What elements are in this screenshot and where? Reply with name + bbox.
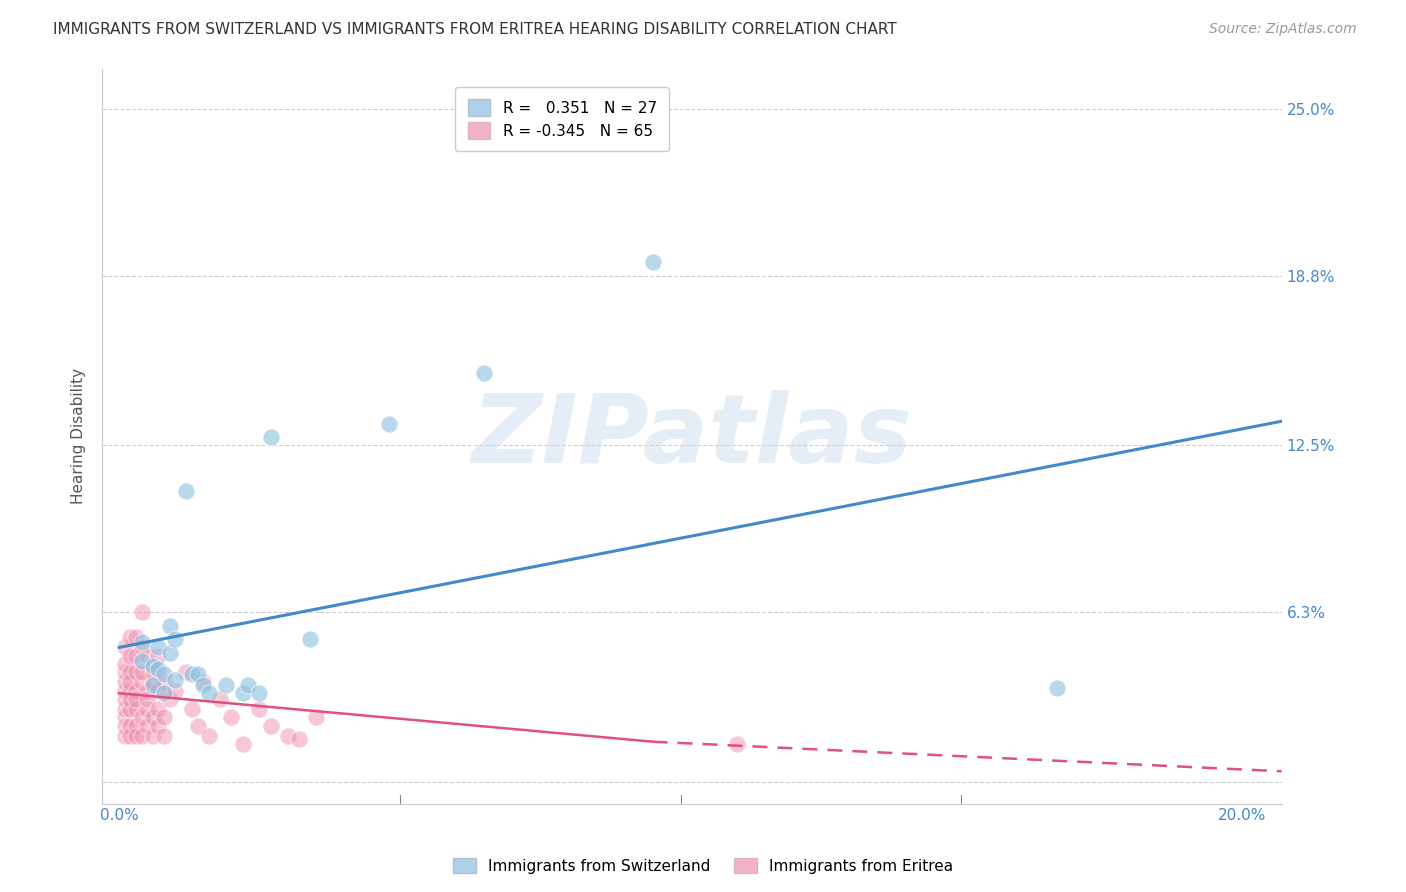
Point [165,673,187,687]
Point [120,702,142,716]
Point [165,632,187,647]
Point [120,683,142,698]
Point [176,665,198,679]
Point [136,718,159,732]
Point [198,729,221,743]
Legend: Immigrants from Switzerland, Immigrants from Eritrea: Immigrants from Switzerland, Immigrants … [447,852,959,880]
Point [249,686,271,700]
Point [277,729,299,743]
Point [193,675,215,690]
Point [131,729,153,743]
Point [136,683,159,698]
Point [142,729,165,743]
Point [114,657,136,671]
Point [114,718,136,732]
Point [215,678,238,692]
Point [260,718,283,732]
Point [148,702,170,716]
Point [165,683,187,698]
Point [260,430,283,444]
Point [377,417,399,431]
Point [125,665,148,679]
Point [120,665,142,679]
Point [221,710,243,724]
Point [187,667,209,681]
Point [131,710,153,724]
Point [238,678,260,692]
Point [198,686,221,700]
Text: IMMIGRANTS FROM SWITZERLAND VS IMMIGRANTS FROM ERITREA HEARING DISABILITY CORREL: IMMIGRANTS FROM SWITZERLAND VS IMMIGRANT… [53,22,897,37]
Point [142,665,165,679]
Point [153,667,176,681]
Y-axis label: Hearing Disability: Hearing Disability [72,368,86,504]
Point [148,662,170,676]
Point [114,710,136,724]
Point [153,710,176,724]
Point [142,678,165,692]
Point [232,738,254,752]
Point [114,691,136,706]
Point [176,484,198,499]
Point [142,675,165,690]
Point [125,648,148,663]
Point [142,659,165,673]
Point [641,255,664,269]
Point [131,635,153,649]
Point [136,691,159,706]
Point [298,632,321,647]
Point [120,718,142,732]
Point [114,729,136,743]
Point [120,630,142,644]
Point [131,675,153,690]
Point [120,691,142,706]
Point [125,691,148,706]
Point [114,683,136,698]
Point [249,702,271,716]
Point [114,640,136,655]
Point [193,678,215,692]
Point [181,702,204,716]
Point [232,686,254,700]
Point [114,702,136,716]
Point [148,640,170,655]
Point [153,675,176,690]
Point [153,686,176,700]
Point [181,667,204,681]
Point [209,691,232,706]
Point [114,665,136,679]
Point [131,654,153,668]
Point [148,648,170,663]
Point [304,710,326,724]
Point [472,366,495,380]
Point [159,619,181,633]
Point [114,675,136,690]
Point [1046,681,1069,695]
Point [125,683,148,698]
Point [159,646,181,660]
Point [125,718,148,732]
Point [153,729,176,743]
Point [136,648,159,663]
Text: Source: ZipAtlas.com: Source: ZipAtlas.com [1209,22,1357,37]
Point [725,738,748,752]
Point [287,731,309,746]
Point [125,702,148,716]
Point [131,665,153,679]
Point [120,729,142,743]
Point [148,718,170,732]
Point [120,675,142,690]
Point [120,648,142,663]
Point [136,702,159,716]
Text: ZIPatlas: ZIPatlas [471,390,912,483]
Point [187,718,209,732]
Point [142,710,165,724]
Point [159,691,181,706]
Point [131,606,153,620]
Point [125,630,148,644]
Point [125,729,148,743]
Point [148,683,170,698]
Legend: R =   0.351   N = 27, R = -0.345   N = 65: R = 0.351 N = 27, R = -0.345 N = 65 [456,87,669,151]
Point [131,640,153,655]
